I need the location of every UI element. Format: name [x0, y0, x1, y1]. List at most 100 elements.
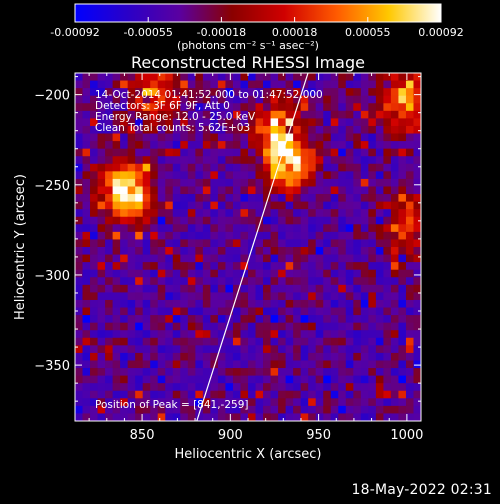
heatmap-cell	[285, 254, 294, 263]
heatmap-cell	[248, 292, 256, 301]
heatmap-cell	[202, 307, 211, 316]
heatmap-cell	[157, 171, 166, 180]
heatmap-cell	[217, 345, 226, 354]
heatmap-cell	[300, 194, 309, 203]
heatmap-cell	[278, 337, 287, 346]
heatmap-cell	[187, 224, 196, 233]
heatmap-cell	[127, 224, 136, 233]
heatmap-cell	[405, 352, 414, 361]
heatmap-cell	[398, 209, 407, 218]
heatmap-cell	[338, 299, 347, 308]
heatmap-cell	[390, 209, 399, 218]
heatmap-cell	[285, 224, 294, 233]
heatmap-cell	[187, 194, 196, 203]
y-tick-label: −350	[34, 359, 70, 374]
heatmap-cell	[405, 209, 414, 218]
heatmap-cell	[75, 269, 83, 278]
heatmap-cell	[315, 299, 324, 308]
heatmap-cell	[255, 148, 264, 157]
heatmap-cell	[375, 269, 384, 278]
heatmap-cell	[127, 330, 136, 339]
heatmap-cell	[172, 171, 181, 180]
heatmap-cell	[300, 292, 309, 301]
heatmap-cell	[405, 368, 414, 377]
heatmap-cell	[330, 254, 339, 263]
heatmap-cell	[157, 73, 166, 81]
heatmap-cell	[240, 299, 249, 308]
heatmap-cell	[82, 178, 91, 187]
heatmap-cell	[368, 186, 377, 195]
heatmap-cell	[330, 141, 339, 150]
heatmap-cell	[315, 398, 324, 407]
heatmap-cell	[248, 375, 256, 384]
heatmap-cell	[120, 224, 129, 233]
heatmap-cell	[195, 383, 204, 392]
heatmap-cell	[398, 375, 407, 384]
heatmap-cell	[360, 80, 369, 89]
heatmap-cell	[135, 292, 144, 301]
heatmap-cell	[142, 269, 151, 278]
heatmap-cell	[360, 390, 369, 399]
heatmap-cell	[180, 133, 189, 142]
heatmap-cell	[330, 352, 339, 361]
heatmap-cell	[90, 299, 98, 308]
heatmap-cell	[413, 239, 421, 248]
heatmap-cell	[248, 239, 256, 248]
heatmap-cell	[172, 247, 181, 255]
heatmap-cell	[405, 360, 414, 369]
heatmap-cell	[195, 80, 204, 89]
heatmap-cell	[413, 269, 421, 278]
heatmap-cell	[82, 73, 91, 81]
heatmap-cell	[97, 307, 106, 316]
heatmap-cell	[150, 231, 159, 240]
heatmap-cell	[413, 405, 421, 414]
heatmap-cell	[120, 148, 129, 157]
heatmap-cell	[195, 307, 204, 316]
heatmap-cell	[135, 88, 144, 97]
heatmap-cell	[210, 368, 219, 377]
heatmap-cell	[202, 95, 211, 104]
heatmap-cell	[398, 171, 407, 180]
heatmap-cell	[390, 390, 399, 399]
heatmap-cell	[293, 110, 302, 119]
heatmap-cell	[360, 125, 369, 134]
heatmap-cell	[285, 163, 294, 172]
heatmap-cell	[172, 307, 181, 316]
heatmap-cell	[112, 390, 121, 399]
heatmap-cell	[225, 345, 234, 354]
heatmap-cell	[112, 118, 121, 127]
heatmap-cell	[293, 277, 302, 286]
heatmap-cell	[330, 125, 339, 134]
heatmap-cell	[330, 413, 339, 421]
heatmap-cell	[157, 156, 166, 165]
heatmap-cell	[405, 277, 414, 286]
heatmap-cell	[248, 125, 256, 134]
heatmap-cell	[338, 375, 347, 384]
heatmap-cell	[278, 352, 287, 361]
heatmap-cell	[225, 292, 234, 301]
heatmap-cell	[135, 163, 144, 172]
heatmap-cell	[135, 125, 144, 134]
heatmap-cell	[210, 80, 219, 89]
colorbar-tick-label: -0.00055	[123, 26, 172, 39]
heatmap-cell	[375, 292, 384, 301]
heatmap-cell	[248, 194, 256, 203]
heatmap-cell	[405, 345, 414, 354]
heatmap-cell	[240, 73, 249, 81]
heatmap-cell	[165, 352, 174, 361]
heatmap-cell	[383, 239, 392, 248]
heatmap-cell	[225, 125, 234, 134]
heatmap-cell	[390, 375, 399, 384]
heatmap-cell	[255, 307, 264, 316]
heatmap-cell	[187, 269, 196, 278]
heatmap-cell	[330, 390, 339, 399]
heatmap-cell	[398, 80, 407, 89]
heatmap-cell	[97, 337, 106, 346]
heatmap-cell	[217, 239, 226, 248]
heatmap-cell	[75, 322, 83, 331]
heatmap-cell	[368, 231, 377, 240]
heatmap-cell	[90, 224, 98, 233]
heatmap-cell	[353, 322, 362, 331]
heatmap-cell	[150, 254, 159, 263]
heatmap-cell	[210, 148, 219, 157]
